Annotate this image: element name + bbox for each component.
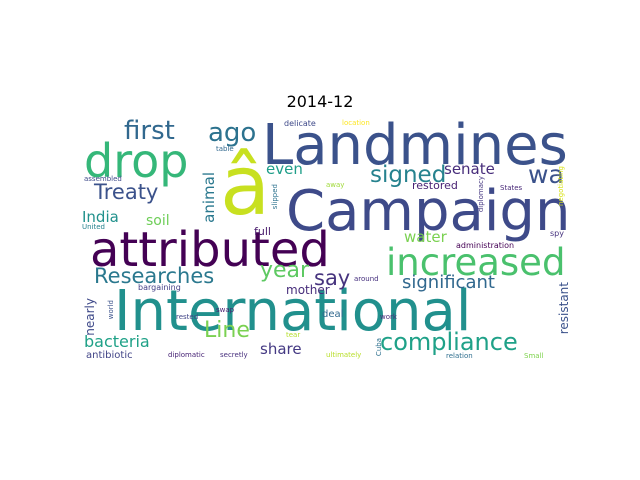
- word-wa: wa: [528, 160, 564, 189]
- word-significant: significant: [402, 272, 495, 293]
- word-campaign: Campaign: [286, 179, 571, 244]
- word-location: location: [342, 119, 370, 127]
- word-treaty: Treaty: [94, 180, 159, 204]
- word-cuba: Cuba: [375, 338, 383, 357]
- word-bargaining: bargaining: [138, 283, 181, 292]
- word-ultimately: ultimately: [326, 351, 362, 359]
- word-slipped: slipped: [271, 184, 279, 210]
- word-even: even: [266, 160, 303, 178]
- word-compliance: compliance: [380, 328, 518, 356]
- word-first: first: [124, 118, 175, 146]
- word-rested: rested: [176, 313, 199, 321]
- word-increased: increased: [386, 241, 566, 284]
- word-deal: deal: [322, 309, 344, 320]
- word-nearly: nearly: [83, 298, 97, 336]
- word-year: year: [260, 258, 310, 283]
- word-drop: drop: [84, 134, 189, 188]
- word-animal: animal: [200, 172, 218, 223]
- word-india: India: [82, 208, 119, 226]
- word-landmines: Landmines: [262, 118, 568, 178]
- word-away: away: [326, 181, 345, 189]
- word-share: share: [260, 340, 302, 358]
- word-delicate: delicate: [284, 119, 316, 128]
- word-full: full: [254, 225, 271, 238]
- word-senate: senate: [444, 160, 495, 178]
- word-small: Small: [524, 352, 544, 360]
- word-resistant: resistant: [557, 282, 571, 335]
- word-around: around: [354, 275, 379, 283]
- word-bacteria: bacteria: [84, 332, 150, 351]
- word-signed: signed: [370, 162, 447, 188]
- word-line: Line: [204, 318, 250, 343]
- word-world: world: [107, 300, 115, 320]
- word-diplomacy: diplomacy: [477, 176, 485, 213]
- word-administration: administration: [456, 241, 515, 250]
- word-researches: Researches: [94, 264, 215, 288]
- word-assembled: assembled: [84, 175, 122, 183]
- word-cloud: International Landmines Campaign â attri…: [80, 118, 576, 368]
- word-diplomatic: diplomatic: [168, 351, 205, 359]
- word-states: States: [500, 184, 523, 192]
- word-a-circumflex: â: [220, 139, 271, 234]
- word-say: say: [314, 266, 351, 290]
- word-united: United: [82, 223, 105, 231]
- word-negotiating: negotiating: [557, 166, 565, 207]
- word-work: work: [380, 313, 397, 321]
- chart-title: 2014-12: [286, 92, 354, 111]
- word-relation: relation: [446, 352, 473, 360]
- word-swap: swap: [216, 306, 235, 314]
- word-ago: ago: [208, 118, 257, 148]
- word-water: water: [404, 228, 447, 246]
- word-soil: soil: [146, 213, 170, 229]
- word-attributed: attributed: [90, 222, 330, 278]
- word-tear: tear: [286, 331, 301, 339]
- word-restored: restored: [412, 179, 458, 192]
- word-international: International: [114, 279, 472, 344]
- word-antibiotic: antibiotic: [86, 350, 133, 361]
- word-table: table: [216, 145, 234, 153]
- word-secretly: secretly: [220, 351, 248, 359]
- word-spy: spy: [550, 229, 564, 238]
- word-mother: mother: [286, 283, 330, 297]
